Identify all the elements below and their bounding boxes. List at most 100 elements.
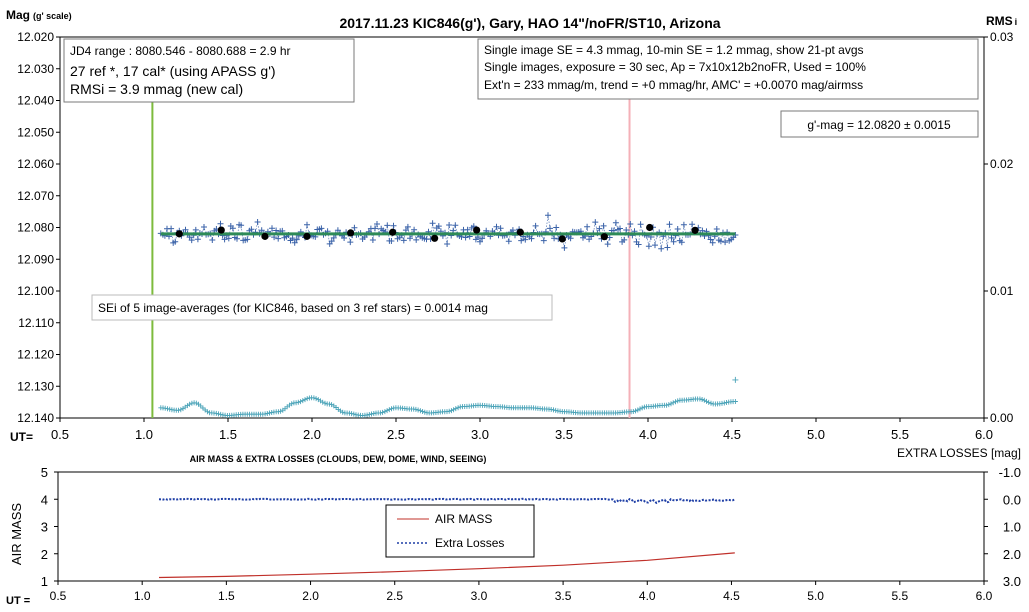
rms-point: [451, 407, 457, 413]
legend-airmass-label: AIR MASS: [435, 512, 492, 526]
rms-point: [673, 399, 678, 405]
y2-tick-label: 0.01: [990, 284, 1014, 298]
single-image-point: [217, 220, 224, 227]
single-image-point: [229, 225, 236, 232]
rms-point: [704, 398, 709, 404]
average-point: [431, 234, 439, 242]
single-image-point: [532, 222, 539, 229]
bottom-y-tick-label: 4: [41, 492, 48, 507]
average-point: [389, 228, 397, 236]
rms-point: [666, 402, 672, 408]
single-image-point: [464, 226, 471, 233]
bottom-y-axis-ticks: 1 2 3 4 5: [41, 465, 58, 589]
single-image-point: [244, 236, 251, 243]
rms-point: [386, 407, 392, 413]
single-image-point: [452, 222, 459, 229]
average-point: [600, 233, 608, 241]
y-tick-label: 12.070: [17, 189, 54, 203]
y-tick-label: 12.120: [17, 348, 54, 362]
legend: AIR MASS Extra Losses: [385, 504, 535, 558]
single-image-point: [289, 235, 296, 242]
single-image-point: [623, 227, 630, 233]
single-image-point: [462, 234, 469, 241]
sei-note: SEi of 5 image-averages (for KIC846, bas…: [98, 301, 488, 315]
single-image-point: [509, 227, 516, 234]
single-image-point: [182, 226, 189, 233]
bottom-y2-tick-label: 3.0: [1003, 574, 1021, 589]
airmass-series-group: [158, 497, 736, 579]
rms-point: [178, 407, 184, 413]
single-image-point: [248, 226, 255, 233]
rms-point: [364, 412, 370, 418]
rms-point: [176, 407, 181, 413]
rms-point: [721, 400, 727, 406]
single-image-point: [369, 237, 376, 243]
rms-point: [304, 396, 310, 402]
x-tick-label: 5.5: [891, 427, 909, 442]
rms-point: [701, 397, 707, 403]
single-image-point: [717, 238, 724, 245]
rms-point: [699, 397, 705, 402]
rms-point: [300, 398, 306, 404]
bottom-x-tick-label: 4.5: [723, 589, 740, 603]
x-tick-label: 5.0: [807, 427, 825, 442]
rms-point: [417, 408, 423, 414]
single-image-point: [404, 223, 411, 230]
bottom-x-axis-label: UT =: [6, 595, 30, 607]
rms-point: [446, 408, 452, 414]
rms-point: [267, 410, 272, 416]
single-image-point: [351, 224, 358, 231]
g-mag-box: g'-mag = 12.0820 ± 0.0015: [780, 110, 979, 138]
info-box-left: JD4 range : 8080.546 - 8080.688 = 2.9 hr…: [63, 38, 355, 103]
rms-point: [422, 409, 428, 415]
rms-point: [637, 406, 643, 412]
bottom-y2-tick-label: 1.0: [1003, 520, 1021, 535]
bottom-x-tick-label: 1.5: [218, 589, 235, 603]
single-image-point: [604, 241, 611, 248]
rms-point: [311, 395, 317, 401]
single-image-point: [209, 237, 216, 243]
x-tick-label: 4.5: [723, 427, 741, 442]
rms-point: [204, 409, 210, 415]
bottom-y2-axis-ticks: -1.0 0.0 1.0 2.0 3.0: [984, 465, 1021, 589]
average-point: [217, 226, 225, 234]
bottom-x-tick-label: 6.0: [976, 589, 993, 603]
average-point: [516, 228, 524, 236]
rms-point: [675, 398, 681, 404]
rms-point: [278, 408, 284, 414]
rms-point: [551, 407, 556, 413]
rms-point: [369, 411, 374, 417]
rms-point: [165, 406, 170, 412]
single-image-point: [709, 239, 716, 246]
rms-point: [349, 411, 355, 417]
average-points: [175, 223, 699, 243]
bottom-y-axis-label: AIR MASS: [9, 503, 24, 565]
rms-point: [187, 401, 193, 407]
rms-point: [167, 406, 173, 412]
average-point: [261, 232, 269, 240]
main-plot-area: 12.020 12.030 12.040 12.050 12.060 12.070 12.0…: [17, 30, 1013, 442]
rms-point: [635, 407, 641, 413]
y-axis-label: Mag (g' scale): [6, 8, 72, 22]
single-image-point: [553, 224, 560, 231]
rms-point: [377, 410, 383, 416]
single-image-point: [168, 225, 175, 232]
single-image-point: [435, 223, 442, 230]
rms-point: [264, 411, 270, 416]
y-tick-label: 12.060: [17, 157, 54, 171]
y2-tick-label: 0.02: [990, 157, 1014, 171]
single-image-point: [658, 245, 665, 252]
single-image-point: [477, 238, 483, 245]
x-tick-label: 3.5: [555, 427, 573, 442]
rms-point: [326, 401, 332, 407]
bottom-x-tick-label: 2.5: [386, 589, 403, 603]
rms-point: [706, 399, 712, 405]
single-image-point: [666, 221, 673, 228]
bottom-x-tick-label: 5.5: [891, 589, 908, 603]
rms-point: [351, 411, 357, 417]
info-single-se: Single image SE = 4.3 mmag, 10-min SE = …: [484, 43, 864, 57]
info-rmsi: RMSi = 3.9 mmag (new cal): [70, 81, 243, 97]
rms-point: [708, 400, 714, 406]
x-tick-label: 1.5: [219, 427, 237, 442]
rms-point: [218, 411, 224, 417]
